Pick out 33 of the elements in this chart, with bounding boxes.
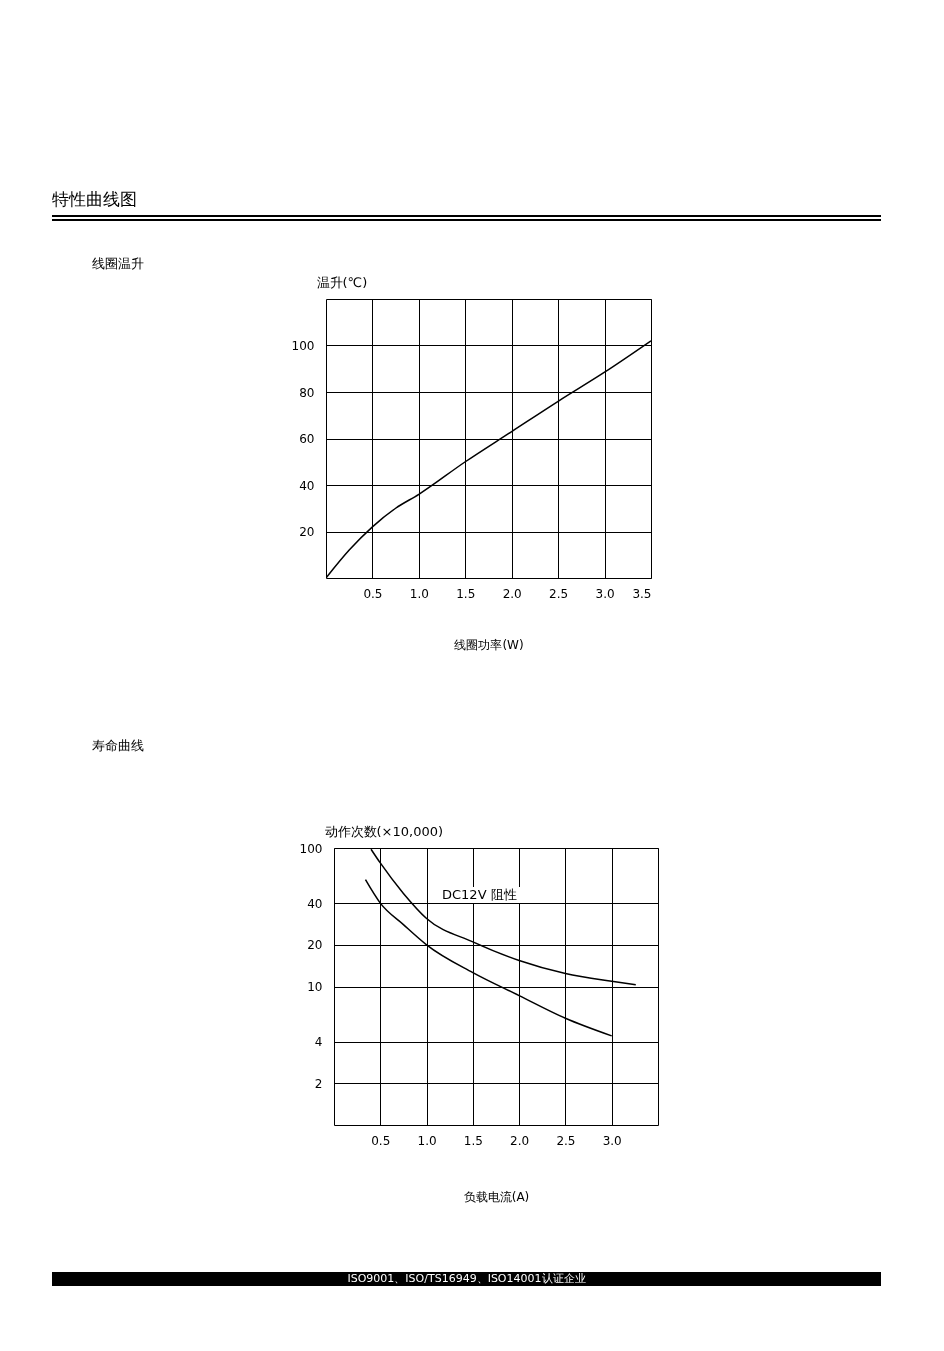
y-tick-label: 100 xyxy=(291,339,315,353)
y-tick-label: 2 xyxy=(314,1076,323,1091)
y-tick-label: 80 xyxy=(299,385,315,400)
x-tick-label: 1.0 xyxy=(409,586,429,601)
y-tick-label: 40 xyxy=(299,478,315,493)
y-tick-label: 20 xyxy=(299,525,315,539)
x-tick-label: 1.5 xyxy=(463,1133,483,1148)
x-tick-label: 0.5 xyxy=(363,586,383,601)
y-axis-title: 温升(℃) xyxy=(316,274,368,290)
x-tick-label: 2.0 xyxy=(502,586,522,601)
x-tick-label: 2.5 xyxy=(549,586,569,601)
y-tick-label: 60 xyxy=(299,432,315,446)
x-tick-label: 3.0 xyxy=(595,586,615,601)
y-axis-title: 动作次数(×10,000) xyxy=(324,823,444,839)
text: 特性曲线图 xyxy=(52,188,881,221)
text: ISO9001、ISO/TS16949、ISO14001认证企业 xyxy=(52,1272,881,1286)
x-tick-label: 0.5 xyxy=(371,1133,391,1148)
x-tick-label: 1.0 xyxy=(417,1133,437,1148)
x-tick-label: 2.0 xyxy=(510,1133,530,1148)
y-tick-label: 10 xyxy=(307,980,323,994)
y-tick-label: 20 xyxy=(307,938,323,953)
x-tick-label: 1.5 xyxy=(456,586,476,601)
annotation: DC12V 阻性 xyxy=(438,887,521,903)
x-tick-label: 3.0 xyxy=(602,1133,622,1148)
y-tick-label: 4 xyxy=(314,1035,323,1050)
x-tick-label: 2.5 xyxy=(556,1133,576,1148)
x-tick-label: 3.5 xyxy=(632,586,652,601)
text: 寿命曲线 xyxy=(92,737,144,755)
x-axis-title: 负载电流(A) xyxy=(463,1189,530,1204)
x-axis-title: 线圈功率(W) xyxy=(454,637,524,652)
y-tick-label: 40 xyxy=(307,896,323,911)
y-tick-label: 100 xyxy=(299,841,323,856)
text: 线圈温升 xyxy=(92,255,144,273)
